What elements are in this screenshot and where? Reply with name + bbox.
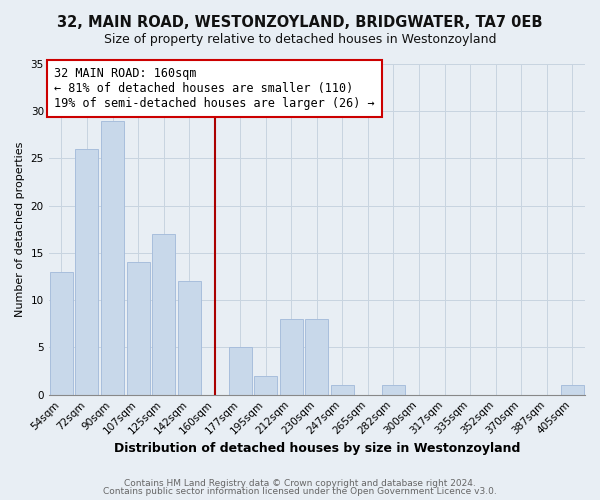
Bar [127, 262, 149, 394]
Bar [50, 272, 73, 394]
Text: 32, MAIN ROAD, WESTONZOYLAND, BRIDGWATER, TA7 0EB: 32, MAIN ROAD, WESTONZOYLAND, BRIDGWATER… [57, 15, 543, 30]
Text: Contains HM Land Registry data © Crown copyright and database right 2024.: Contains HM Land Registry data © Crown c… [124, 478, 476, 488]
Bar [561, 386, 584, 394]
Bar [101, 120, 124, 394]
Bar [178, 282, 200, 395]
Bar [305, 319, 328, 394]
Bar [331, 386, 354, 394]
Bar [76, 149, 98, 394]
Text: 32 MAIN ROAD: 160sqm
← 81% of detached houses are smaller (110)
19% of semi-deta: 32 MAIN ROAD: 160sqm ← 81% of detached h… [54, 68, 374, 110]
Bar [152, 234, 175, 394]
Y-axis label: Number of detached properties: Number of detached properties [15, 142, 25, 317]
Bar [254, 376, 277, 394]
Text: Size of property relative to detached houses in Westonzoyland: Size of property relative to detached ho… [104, 32, 496, 46]
Text: Contains public sector information licensed under the Open Government Licence v3: Contains public sector information licen… [103, 487, 497, 496]
Bar [382, 386, 405, 394]
Bar [280, 319, 303, 394]
X-axis label: Distribution of detached houses by size in Westonzoyland: Distribution of detached houses by size … [113, 442, 520, 455]
Bar [229, 348, 252, 395]
